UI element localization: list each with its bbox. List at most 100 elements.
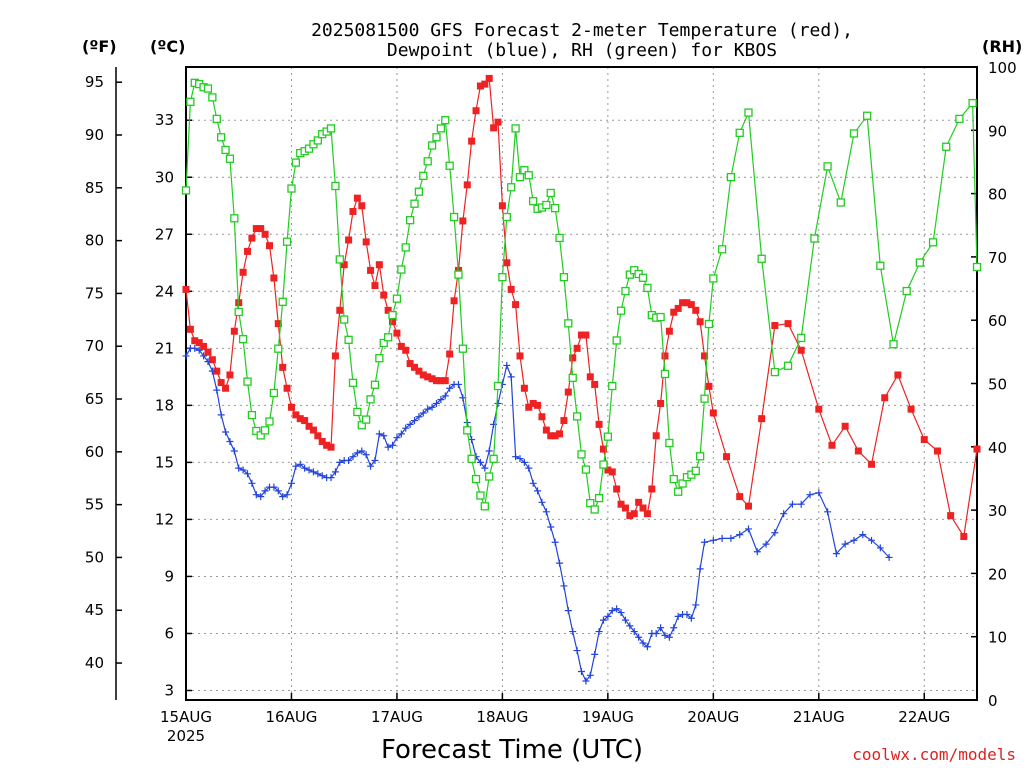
celsius-tick-label: 30 — [155, 168, 174, 186]
dewpoint-point — [569, 628, 577, 636]
dewpoint-point — [661, 631, 669, 639]
rh-point — [441, 116, 450, 125]
rh-point — [379, 338, 388, 348]
rh-tick-label: 100 — [988, 59, 1017, 77]
dewpoint-point — [200, 352, 208, 360]
dewpoint-point — [718, 534, 726, 542]
dewpoint-point — [380, 432, 388, 440]
celsius-tick-label: 33 — [155, 111, 174, 129]
temperature-point — [947, 512, 955, 520]
dewpoint-point — [226, 437, 234, 445]
dewpoint-point — [358, 447, 366, 455]
x-year-label: 2025 — [167, 727, 205, 745]
x-axis-label: Forecast Time (UTC) — [381, 735, 643, 765]
temperature-point — [665, 327, 673, 335]
temperature-point — [208, 356, 216, 364]
dewpoint-point — [494, 399, 502, 407]
dewpoint-point — [261, 487, 269, 495]
rh-tick-label: 80 — [988, 186, 1007, 204]
dewpoint-point — [441, 392, 449, 400]
rh-point — [291, 158, 301, 167]
rh-point — [511, 124, 520, 133]
dewpoint-point — [630, 628, 638, 636]
temperature-point — [309, 426, 317, 434]
dewpoint-point — [551, 538, 559, 546]
temperature-point — [292, 411, 300, 419]
dewpoint-point — [753, 548, 761, 556]
rh-point — [542, 200, 551, 210]
dewpoint-point — [674, 612, 682, 620]
temperature-point — [239, 268, 247, 276]
temperature-point — [274, 320, 282, 328]
rh-tick-label: 30 — [988, 502, 1007, 520]
temperature-point — [784, 320, 792, 328]
rh-point — [260, 426, 270, 435]
dewpoint-point — [353, 449, 361, 457]
dewpoint-point — [239, 466, 247, 474]
temperature-point — [854, 447, 862, 455]
x-tick-label: 19AUG — [582, 708, 634, 726]
fahrenheit-tick-label: 85 — [85, 179, 104, 197]
temperature-point — [696, 318, 704, 326]
dewpoint-point — [762, 540, 770, 548]
rh-point — [581, 465, 591, 474]
temperature-point — [323, 441, 331, 449]
temperature-point — [349, 207, 357, 215]
rh-point — [928, 238, 938, 247]
dewpoint-point — [683, 610, 691, 618]
rh-point — [203, 84, 213, 93]
rh-point — [564, 319, 573, 328]
temperature-point — [657, 399, 665, 407]
dewpoint-point — [309, 468, 317, 476]
temperature-point — [569, 354, 577, 362]
rh-point — [357, 421, 366, 430]
temperature-point — [191, 337, 199, 345]
rh-point — [876, 261, 885, 270]
rh-point — [555, 233, 564, 243]
temperature-point — [468, 137, 476, 145]
rh-point — [480, 502, 489, 511]
temperature-point — [186, 325, 194, 333]
rh-point — [432, 133, 441, 142]
fahrenheit-tick-label: 90 — [85, 126, 104, 144]
dewpoint-point — [397, 430, 405, 438]
dewpoint-point — [591, 650, 599, 658]
rh-tick-label: 60 — [988, 312, 1007, 330]
temperature-point — [960, 533, 968, 541]
temperature-point — [643, 510, 651, 518]
dewpoint-point — [301, 464, 309, 472]
dewpoint-point — [235, 464, 243, 472]
rh-point — [603, 432, 613, 441]
celsius-tick-label: 27 — [155, 225, 174, 243]
dewpoint-point — [564, 607, 572, 615]
temperature-point — [498, 202, 506, 210]
rh-point — [265, 417, 274, 426]
celsius-tick-label: 3 — [164, 681, 174, 699]
temperature-point — [353, 194, 361, 202]
dewpoint-point — [595, 628, 603, 636]
chart-title-line-2: Dewpoint (blue), RH (green) for KBOS — [387, 40, 777, 61]
temperature-point — [402, 346, 410, 354]
dewpoint-point — [806, 491, 814, 499]
rh-point — [388, 310, 397, 320]
rh-point — [586, 498, 595, 508]
temperature-point — [459, 217, 467, 225]
dewpoint-point — [780, 510, 788, 518]
rh-line — [185, 82, 978, 511]
rh-point — [493, 381, 503, 391]
dewpoint-point — [582, 677, 590, 685]
rh-point — [375, 354, 384, 363]
rh-point — [823, 162, 832, 171]
rh-point — [572, 412, 582, 421]
rh-point — [217, 133, 226, 142]
rh-point — [331, 181, 340, 191]
rh-point — [616, 306, 626, 315]
temperature-point — [411, 363, 419, 371]
dewpoint-point — [336, 458, 344, 466]
rh-point — [902, 286, 911, 296]
rh-point — [968, 98, 977, 108]
dewpoint-point — [613, 605, 621, 613]
rh-point — [282, 237, 292, 246]
fahrenheit-tick-label: 60 — [85, 443, 104, 461]
rh-point — [476, 491, 485, 500]
